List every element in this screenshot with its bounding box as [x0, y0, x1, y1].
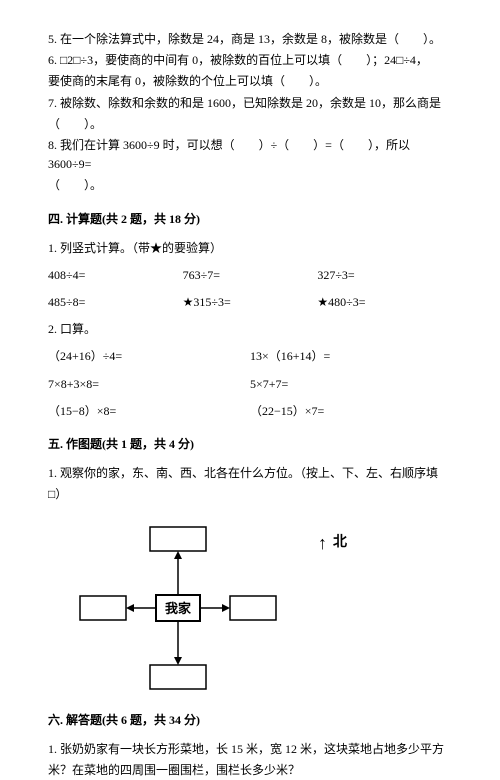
question-5: 5. 在一个除法算式中，除数是 24，商是 13，余数是 8，被除数是（ ）。 [48, 30, 452, 49]
bottom-box [150, 665, 206, 689]
question-8-line2: （ ）。 [48, 176, 452, 195]
calc-cell: 327÷3= [317, 266, 452, 285]
question-6-line2: 要使商的末尾有 0，被除数的个位上可以填（ ）。 [48, 72, 452, 91]
oral-cell: （24+16）÷4= [48, 347, 250, 366]
oral-cell: （15−8）×8= [48, 402, 250, 421]
calc-cell: 485÷8= [48, 293, 183, 312]
sec5-q1-line2: □） [48, 485, 452, 504]
calc-cell: ★480÷3= [317, 293, 452, 312]
calc-cell: 763÷7= [183, 266, 318, 285]
sec4-q1: 1. 列竖式计算。（带★的要验算） [48, 239, 452, 258]
compass-diagram: 我家 ↑ 北 [78, 523, 452, 693]
sec4-q2: 2. 口算。 [48, 320, 452, 339]
sec5-q1-line1: 1. 观察你的家，东、南、西、北各在什么方位。（按上、下、左、右顺序填 [48, 464, 452, 483]
north-label: 北 [333, 532, 347, 554]
calc-row-2: 485÷8= ★315÷3= ★480÷3= [48, 293, 452, 312]
oral-cell: 7×8+3×8= [48, 375, 250, 394]
north-indicator: ↑ 北 [318, 529, 347, 558]
oral-row-1: （24+16）÷4= 13×（16+14）= [48, 347, 452, 366]
question-7-line1: 7. 被除数、除数和余数的和是 1600，已知除数是 20，余数是 10，那么商… [48, 94, 452, 113]
calc-row-1: 408÷4= 763÷7= 327÷3= [48, 266, 452, 285]
question-6-line1: 6. □2□÷3，要使商的中间有 0，被除数的百位上可以填（ ）；24□÷4， [48, 51, 452, 70]
oral-row-3: （15−8）×8= （22−15）×7= [48, 402, 452, 421]
oral-row-2: 7×8+3×8= 5×7+7= [48, 375, 452, 394]
sec6-q1-line1: 1. 张奶奶家有一块长方形菜地，长 15 米，宽 12 米，这块菜地占地多少平方 [48, 740, 452, 759]
home-label: 我家 [165, 601, 192, 616]
section-5-title: 五. 作图题(共 1 题，共 4 分) [48, 435, 452, 454]
calc-cell: ★315÷3= [183, 293, 318, 312]
oral-cell: （22−15）×7= [250, 402, 452, 421]
question-7-line2: （ ）。 [48, 115, 452, 134]
top-box [150, 527, 206, 551]
right-box [230, 596, 276, 620]
section-4-title: 四. 计算题(共 2 题，共 18 分) [48, 210, 452, 229]
compass-svg: 我家 [78, 523, 278, 693]
oral-cell: 5×7+7= [250, 375, 452, 394]
section-6-title: 六. 解答题(共 6 题，共 34 分) [48, 711, 452, 730]
sec6-q1-line2: 米？在菜地的四周围一圈围栏，围栏长多少米？ [48, 761, 452, 780]
question-8-line1: 8. 我们在计算 3600÷9 时，可以想（ ）÷（ ）=（ ），所以 3600… [48, 136, 452, 174]
oral-cell: 13×（16+14）= [250, 347, 452, 366]
calc-cell: 408÷4= [48, 266, 183, 285]
left-box [80, 596, 126, 620]
north-arrow-icon: ↑ [318, 529, 327, 558]
